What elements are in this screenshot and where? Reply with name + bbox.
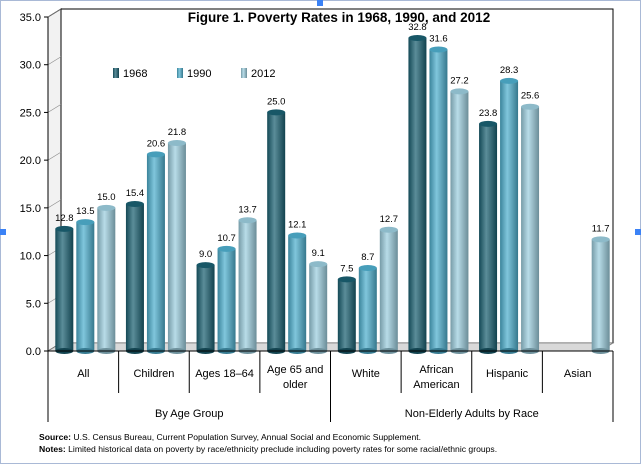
data-label-1990-0: 13.5 (76, 206, 95, 217)
data-label-2012-1: 21.8 (168, 127, 187, 138)
bar-2012-2 (238, 217, 257, 354)
legend-swatch (177, 68, 183, 78)
notes-line: Notes: Limited historical data on povert… (39, 444, 498, 454)
bar-1990-4 (358, 264, 377, 354)
gridline-side (47, 199, 62, 209)
data-label-1990-2: 10.7 (217, 233, 236, 244)
legend-swatch (113, 68, 119, 78)
bar-1968-0 (55, 225, 74, 354)
bar-2012-7 (591, 236, 610, 354)
x-tick-label: Hispanic (486, 368, 529, 380)
data-label-1968-5: 32.8 (408, 22, 427, 33)
data-label-2012-5: 27.2 (450, 75, 469, 86)
legend-label: 1968 (123, 68, 147, 80)
bar-1990-0 (76, 219, 95, 354)
bar-1990-1 (146, 151, 165, 354)
chart-title: Figure 1. Poverty Rates in 1968, 1990, a… (188, 10, 490, 25)
bar-1968-6 (479, 120, 498, 354)
bar-2012-0 (97, 204, 116, 354)
data-label-2012-0: 15.0 (97, 192, 116, 203)
data-label-1990-3: 12.1 (288, 220, 307, 231)
gridline-side (47, 151, 62, 161)
bar-1968-5 (408, 34, 427, 354)
data-label-2012-4: 12.7 (380, 214, 399, 225)
legend-label: 1990 (187, 68, 211, 80)
data-label-1968-1: 15.4 (126, 188, 145, 199)
bar-1990-5 (429, 46, 448, 354)
data-label-2012-6: 25.6 (521, 91, 540, 102)
bar-1968-2 (196, 262, 215, 354)
bar-2012-6 (521, 103, 540, 354)
selection-handle-left[interactable] (0, 229, 6, 235)
y-tick-label: 25.0 (20, 107, 41, 119)
x-tick-label: Asian (564, 368, 592, 380)
bar-2012-1 (167, 139, 186, 354)
bar-1990-2 (217, 245, 236, 354)
bar-1968-1 (125, 201, 144, 354)
data-label-1990-5: 31.6 (429, 33, 448, 44)
bar-1990-6 (500, 77, 519, 354)
data-label-1968-2: 9.0 (199, 249, 212, 260)
data-label-2012-3: 9.1 (312, 248, 325, 259)
legend-swatch (241, 68, 247, 78)
data-label-1968-3: 25.0 (267, 96, 286, 107)
bar-1968-3 (267, 109, 286, 354)
x-tick-label: White (352, 368, 380, 380)
x-tick-label: African American (413, 364, 459, 391)
x-tick-label: All (77, 368, 89, 380)
gridline-side (47, 56, 62, 65)
data-label-2012-7: 11.7 (592, 223, 610, 234)
legend-label: 2012 (251, 68, 275, 80)
y-tick-label: 35.0 (20, 12, 41, 24)
bar-1968-4 (337, 276, 356, 354)
data-label-2012-2: 13.7 (238, 204, 257, 215)
data-label-1990-1: 20.6 (147, 138, 166, 149)
y-tick-label: 5.0 (26, 298, 41, 310)
legend-item-1968: 1968 (113, 68, 147, 80)
group-label: Non-Elderly Adults by Race (405, 408, 539, 420)
selection-handle-top[interactable] (317, 0, 323, 6)
gridline-side (47, 104, 62, 113)
y-tick-label: 10.0 (20, 251, 41, 263)
x-tick-label: Age 65 and older (267, 364, 323, 391)
data-label-1968-4: 7.5 (340, 263, 353, 274)
gridline-side (47, 8, 62, 18)
x-tick-label: Ages 18–64 (195, 368, 254, 380)
source-line: Source: U.S. Census Bureau, Current Popu… (39, 432, 421, 442)
y-tick-label: 0.0 (26, 346, 41, 358)
y-tick-label: 30.0 (20, 60, 41, 72)
y-tick-label: 20.0 (20, 155, 41, 167)
legend-item-2012: 2012 (241, 68, 275, 80)
bar-2012-3 (309, 261, 328, 354)
data-label-1990-6: 28.3 (500, 65, 519, 76)
bar-1990-3 (288, 232, 307, 354)
source-note: Source: U.S. Census Bureau, Current Popu… (39, 431, 639, 455)
data-label-1990-4: 8.7 (361, 252, 374, 263)
bar-2012-5 (450, 88, 469, 354)
group-label: By Age Group (155, 408, 224, 420)
bar-2012-4 (379, 226, 398, 354)
selection-handle-right[interactable] (635, 229, 641, 235)
x-tick-label: Children (133, 368, 174, 380)
data-label-1968-0: 12.8 (55, 213, 74, 224)
y-tick-label: 15.0 (20, 203, 41, 215)
legend-item-1990: 1990 (177, 68, 211, 80)
data-label-1968-6: 23.8 (479, 108, 498, 119)
